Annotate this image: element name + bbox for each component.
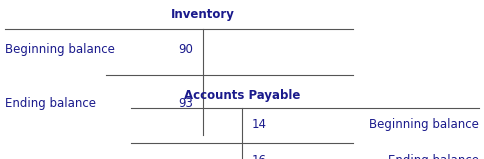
Text: 93: 93: [179, 97, 194, 110]
Text: 14: 14: [252, 118, 267, 131]
Text: 90: 90: [179, 43, 194, 56]
Text: Beginning balance: Beginning balance: [369, 118, 479, 131]
Text: 16: 16: [252, 154, 267, 159]
Text: Ending balance: Ending balance: [5, 97, 96, 110]
Text: Accounts Payable: Accounts Payable: [184, 89, 300, 102]
Text: Inventory: Inventory: [171, 8, 235, 21]
Text: Beginning balance: Beginning balance: [5, 43, 115, 56]
Text: Ending balance: Ending balance: [388, 154, 479, 159]
